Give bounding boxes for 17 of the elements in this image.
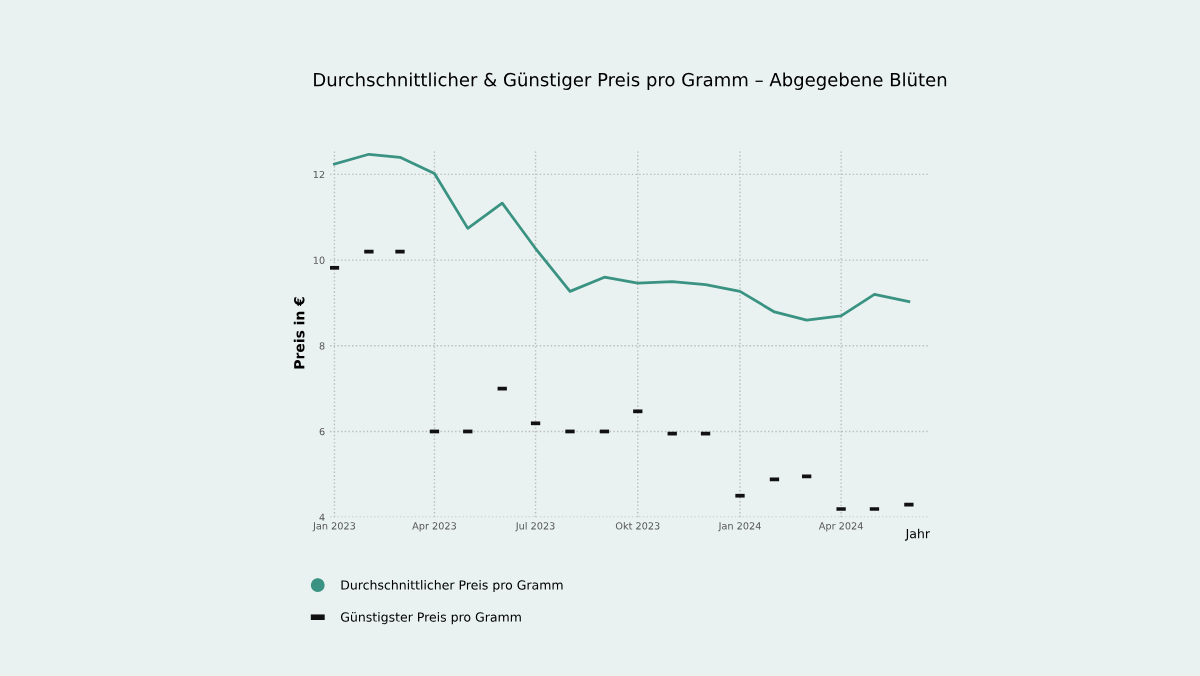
legend-label: Günstigster Preis pro Gramm [340,612,521,625]
line-series [333,152,911,322]
legend-label: Durchschnittlicher Preis pro Gramm [341,579,563,593]
x-tick-label: Jan 2023 [312,522,356,532]
x-tick-label: Okt 2023 [615,522,660,530]
y-tick-label: 12 [313,170,325,179]
x-tick-label: Apr 2024 [818,522,863,532]
chart-title: Durchschnittlicher & Günstiger Preis pro Gramm – Abgegebene Blüten [314,72,947,90]
y-tick-label: 10 [313,256,325,264]
x-axis-title: Jahr [904,528,930,541]
y-tick-label: 8 [319,342,325,350]
x-tick-label: Jul 2023 [515,522,555,532]
y-axis-title: Preis in € [293,297,305,369]
y-tick-label: 6 [319,427,325,436]
y-tick-label: 4 [319,513,325,521]
x-tick-label: Jan 2024 [718,522,761,532]
x-tick-label: Apr 2023 [412,522,456,532]
